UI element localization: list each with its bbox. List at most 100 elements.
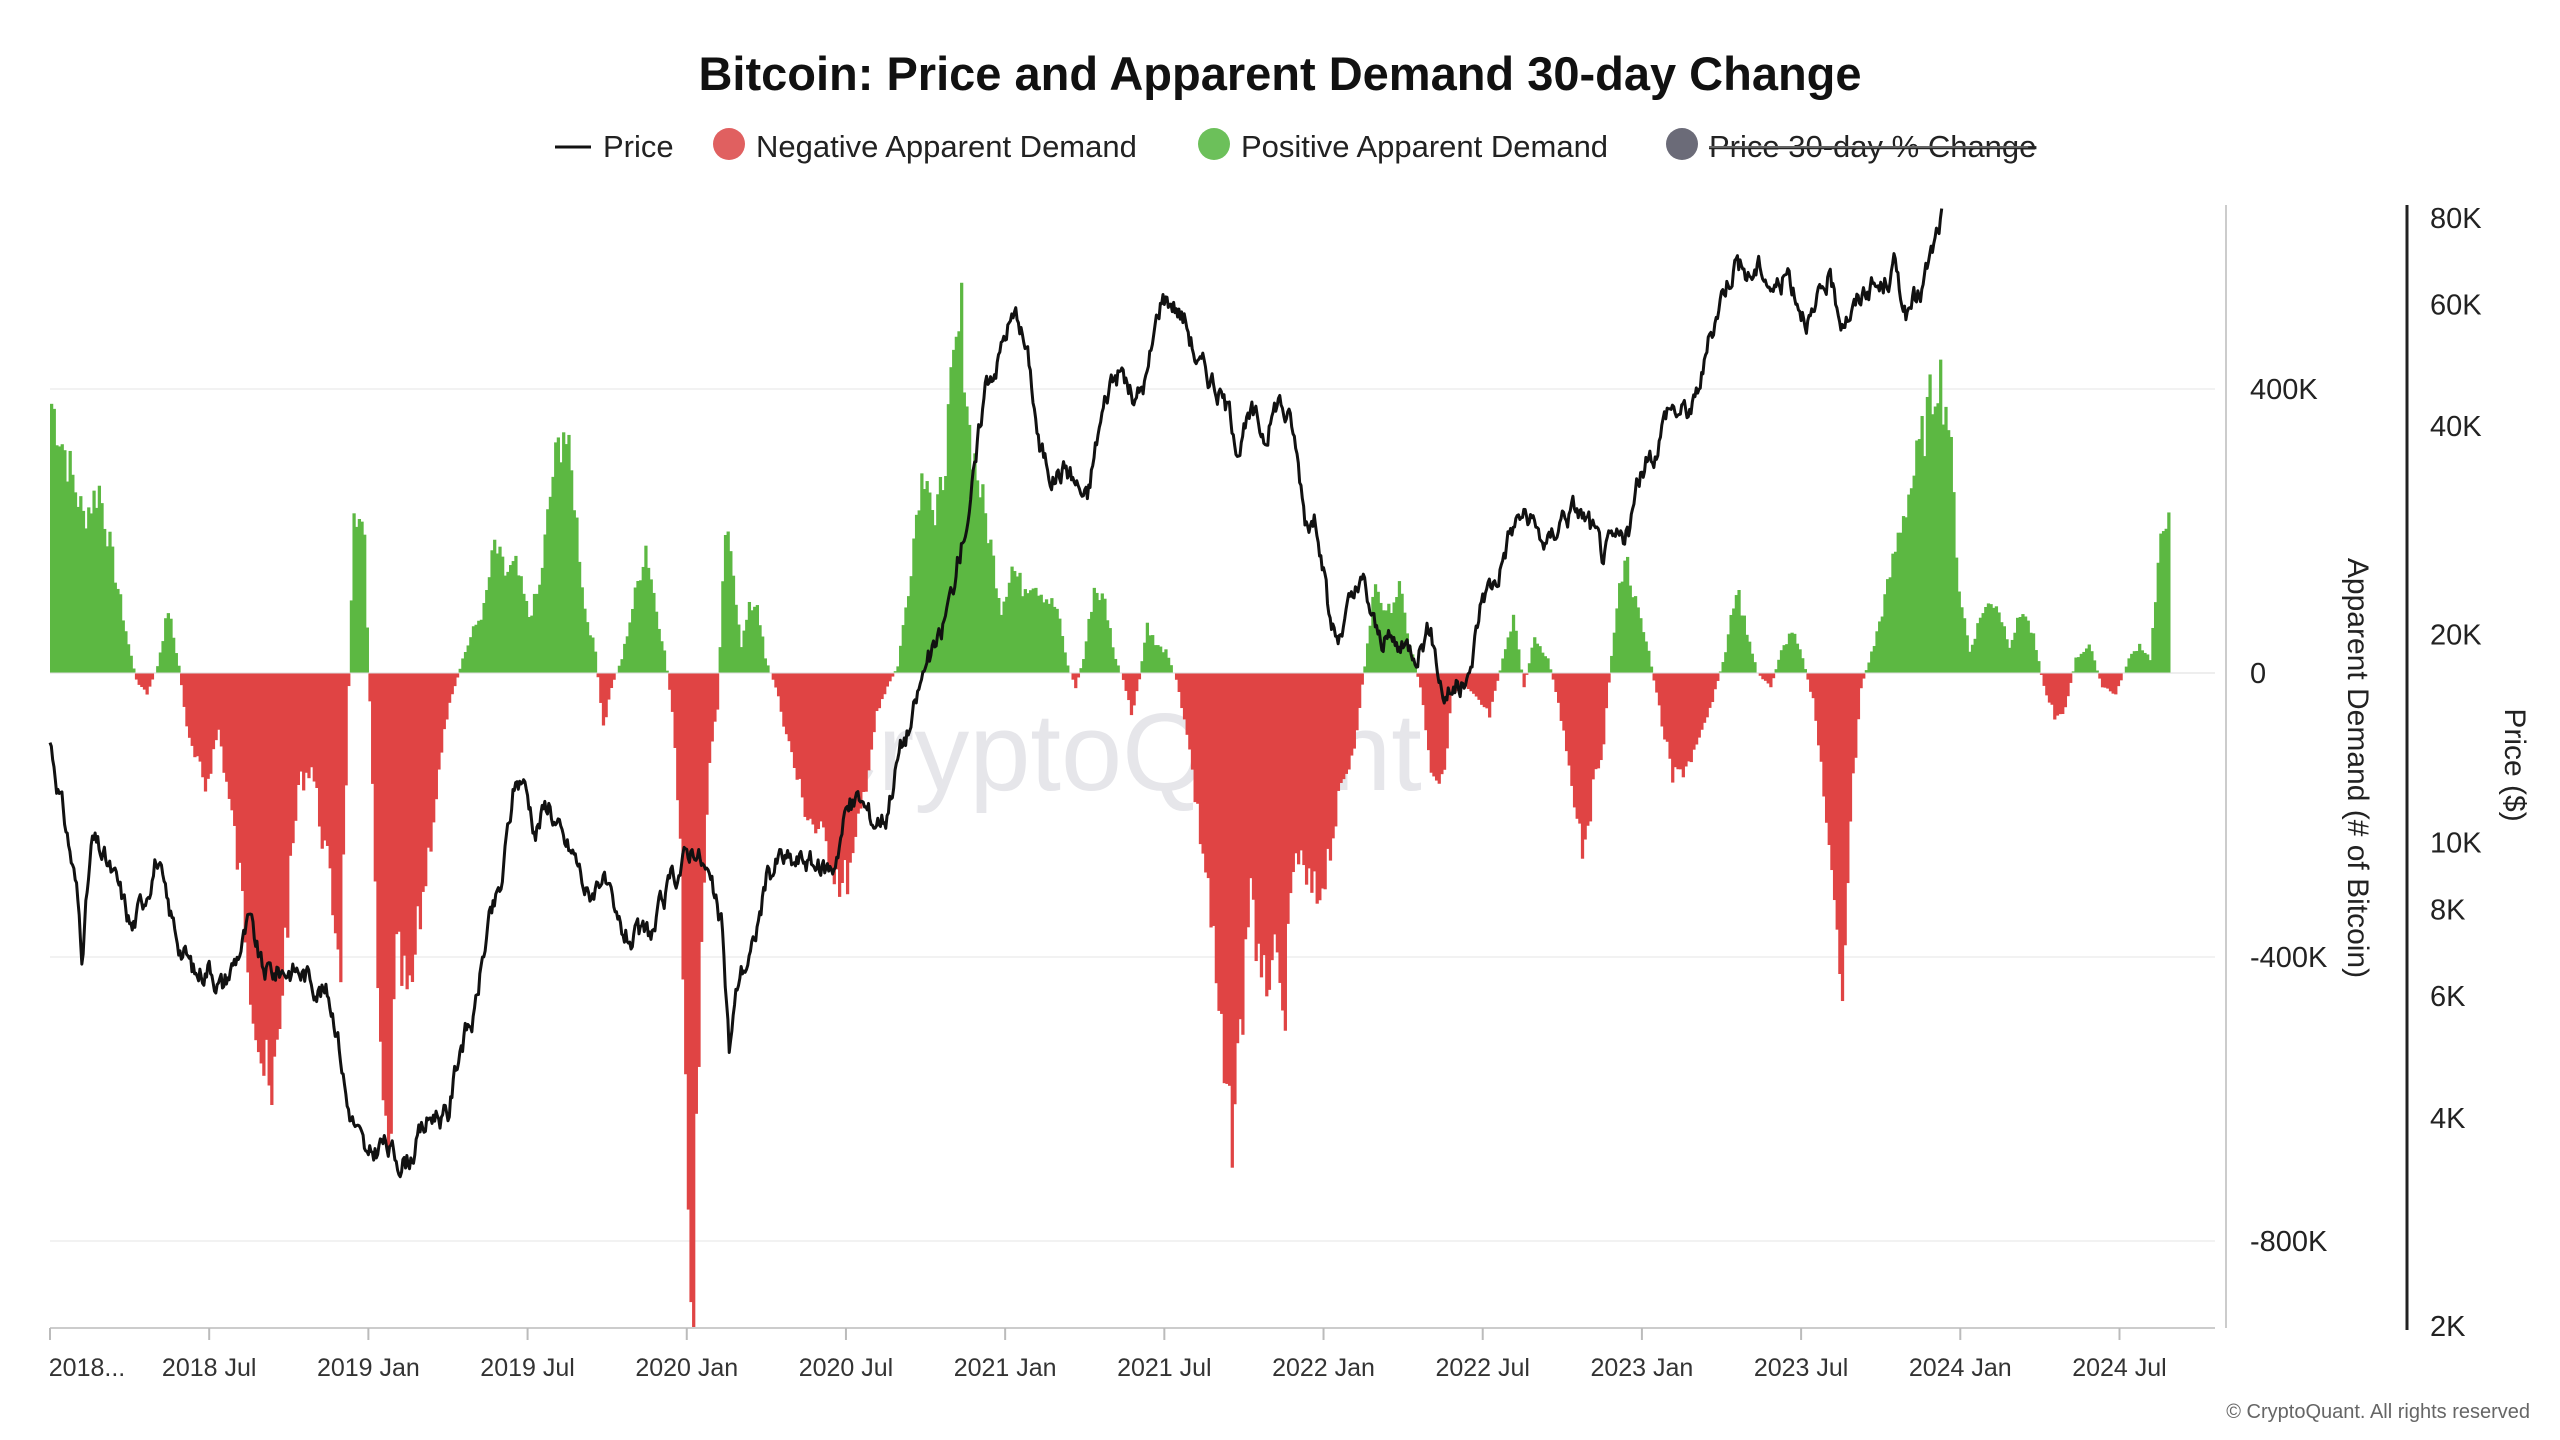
positive-demand-bar	[1960, 607, 1964, 673]
negative-demand-bar	[1665, 673, 1670, 742]
positive-demand-bar	[1973, 638, 1977, 673]
price-tick-label: 4K	[2430, 1103, 2466, 1135]
positive-demand-bar	[723, 535, 728, 673]
positive-demand-bar	[1888, 577, 1892, 673]
negative-demand-bar	[1254, 673, 1258, 962]
positive-demand-bar	[469, 637, 473, 673]
negative-demand-bar	[822, 673, 826, 828]
negative-demand-bar	[2119, 673, 2123, 681]
negative-demand-bar	[180, 673, 184, 686]
negative-demand-bar	[418, 673, 423, 930]
negative-demand-bar	[1554, 673, 1558, 692]
positive-demand-bar	[1740, 615, 1744, 673]
positive-demand-bar	[742, 630, 746, 673]
negative-demand-bar	[2055, 673, 2060, 716]
negative-demand-bar	[371, 673, 375, 784]
positive-demand-bar	[1631, 597, 1635, 673]
negative-demand-bar	[1427, 673, 1431, 751]
negative-demand-bar	[1830, 673, 1834, 871]
positive-demand-bar	[970, 469, 974, 673]
negative-demand-bar	[1307, 673, 1311, 869]
positive-demand-bar	[1779, 650, 1784, 673]
negative-demand-bar	[1291, 673, 1295, 873]
positive-demand-bar	[1549, 669, 1553, 673]
positive-demand-bar	[1936, 403, 1940, 673]
negative-demand-bar	[1702, 673, 1707, 723]
positive-demand-bar	[1901, 516, 1906, 673]
positive-demand-bar	[750, 610, 754, 673]
positive-demand-bar	[1031, 588, 1035, 673]
positive-demand-bar	[554, 442, 558, 673]
negative-demand-bar	[1312, 673, 1317, 872]
negative-demand-bar	[453, 673, 457, 687]
negative-demand-bar	[1480, 673, 1484, 705]
positive-demand-bar	[946, 404, 951, 673]
negative-demand-bar	[1267, 673, 1272, 990]
positive-demand-bar	[1509, 631, 1513, 673]
negative-demand-bar	[400, 673, 404, 986]
negative-demand-bar	[1824, 673, 1829, 823]
positive-demand-bar	[535, 593, 539, 673]
positive-demand-bar	[981, 484, 985, 673]
chart-title: Bitcoin: Price and Apparent Demand 30-da…	[698, 47, 1861, 100]
positive-demand-bar	[1543, 656, 1547, 673]
positive-demand-bar	[628, 622, 632, 673]
negative-demand-bar	[1342, 673, 1346, 780]
positive-demand-bar	[657, 628, 661, 673]
positive-demand-bar	[1883, 594, 1887, 673]
negative-demand-bar	[1588, 673, 1593, 822]
negative-demand-bar	[1559, 673, 1563, 721]
negative-demand-bar	[1854, 673, 1858, 758]
positive-demand-bar	[1039, 594, 1043, 673]
positive-demand-bar	[1795, 643, 1800, 673]
positive-demand-bar	[1734, 595, 1739, 673]
positive-demand-bar	[1636, 607, 1640, 673]
positive-demand-bar	[893, 671, 897, 673]
negative-demand-bar	[1286, 673, 1290, 924]
positive-demand-bar	[466, 645, 470, 673]
demand-tick-label: 400K	[2250, 374, 2318, 406]
positive-demand-bar	[177, 665, 181, 673]
x-tick-label: 2023 Jan	[1590, 1354, 1693, 1382]
demand-tick-label: 0	[2250, 658, 2266, 690]
positive-demand-bar	[71, 474, 75, 673]
negative-demand-bar	[803, 673, 807, 817]
negative-demand-bar	[214, 673, 218, 741]
positive-demand-bar	[2156, 562, 2160, 673]
positive-demand-bar	[514, 555, 518, 673]
positive-demand-bar	[1997, 612, 2001, 673]
negative-demand-bar	[432, 673, 436, 823]
negative-demand-bar	[248, 673, 253, 1005]
copyright: © CryptoQuant. All rights reserved	[2226, 1401, 2530, 1423]
negative-demand-bar	[771, 673, 775, 680]
positive-demand-bar	[1886, 579, 1890, 673]
positive-demand-bar	[1055, 608, 1059, 673]
positive-demand-bar	[2167, 512, 2171, 673]
positive-demand-bar	[1066, 665, 1070, 673]
negative-demand-bar	[424, 673, 428, 887]
positive-demand-bar	[1729, 614, 1733, 673]
positive-demand-bar	[2005, 639, 2009, 673]
x-tick-label: 2018 Jul	[162, 1354, 257, 1382]
positive-demand-bar	[81, 510, 86, 673]
negative-demand-bar	[1127, 673, 1131, 701]
positive-demand-bar	[65, 481, 70, 673]
positive-demand-bar	[1623, 560, 1627, 673]
negative-demand-bar	[442, 673, 446, 730]
negative-demand-bar	[294, 673, 298, 821]
positive-demand-bar	[1978, 617, 1983, 673]
negative-demand-bar	[1551, 673, 1555, 680]
positive-demand-bar	[1718, 671, 1723, 673]
positive-demand-bar	[97, 485, 102, 673]
negative-demand-bar	[148, 673, 152, 687]
positive-demand-bar	[509, 565, 513, 673]
negative-demand-bar	[1241, 673, 1245, 1035]
positive-demand-bar	[55, 445, 59, 673]
negative-demand-bar	[1713, 673, 1717, 690]
negative-demand-bar	[389, 673, 393, 1134]
negative-demand-bar	[291, 673, 295, 844]
positive-demand-bar	[641, 566, 645, 673]
negative-demand-bar	[1434, 673, 1439, 781]
positive-demand-bar	[753, 606, 757, 673]
negative-demand-bar	[875, 673, 879, 712]
